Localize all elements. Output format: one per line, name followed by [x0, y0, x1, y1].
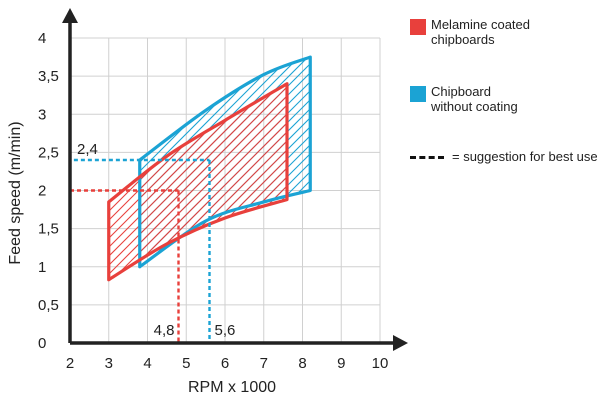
- y-tick-5: 2,5: [38, 144, 59, 161]
- y-tick-2: 1: [38, 259, 46, 276]
- hatch-line-melamine: [108, 83, 287, 280]
- hatch-line-melamine: [108, 83, 287, 280]
- y-tick-0: 0: [38, 335, 46, 352]
- suggestion-guides: 4,8 5,6 2,4: [70, 141, 235, 343]
- legend-label-chipboard: Chipboard without coating: [431, 84, 518, 114]
- y-axis-arrow: [62, 8, 78, 23]
- x-tick-5: 5: [182, 355, 190, 372]
- y-tick-8: 4: [38, 30, 46, 47]
- hatch-line-melamine: [108, 83, 287, 280]
- y-tick-3: 1,5: [38, 221, 59, 238]
- legend-swatch-chipboard: [410, 86, 426, 102]
- x-axis-title: RPM x 1000: [188, 379, 276, 396]
- x-tick-6: 6: [221, 355, 229, 372]
- hatch-line-melamine: [108, 83, 287, 280]
- hatch-line-melamine: [112, 83, 287, 280]
- y-tick-7: 3,5: [38, 68, 59, 85]
- hatch-line-melamine: [108, 83, 287, 280]
- legend-item-chipboard: Chipboard without coating: [410, 84, 518, 114]
- hatch-line-chipboard: [0, 20, 3, 360]
- x-tick-7: 7: [260, 355, 268, 372]
- legend-item-melamine: Melamine coated chipboards: [410, 17, 530, 47]
- legend-swatch-melamine: [410, 19, 426, 35]
- x-tick-2: 2: [66, 355, 74, 372]
- region-outline-chipboard: [138, 55, 312, 269]
- hatch-line-melamine: [108, 83, 287, 280]
- suggestion-y-label-chipboard: 2,4: [77, 141, 98, 158]
- hatch-line-melamine: [108, 83, 287, 280]
- legend: Melamine coated chipboards Chipboard wit…: [410, 0, 616, 200]
- suggestion-x-label-chipboard: 5,6: [215, 322, 236, 339]
- grid: [70, 37, 381, 343]
- x-tick-9: 9: [337, 355, 345, 372]
- x-tick-4: 4: [143, 355, 151, 372]
- x-tick-10: 10: [372, 355, 389, 372]
- hatch-line-melamine: [108, 83, 287, 280]
- hatch-line-melamine: [108, 83, 287, 280]
- axes: [62, 8, 408, 351]
- x-axis-arrow: [393, 335, 408, 351]
- legend-item-suggestion: = suggestion for best use: [410, 149, 598, 164]
- y-tick-4: 2: [38, 183, 46, 200]
- region-outline-melamine: [107, 82, 289, 282]
- legend-label-suggestion: = suggestion for best use: [452, 149, 598, 164]
- y-tick-1: 0,5: [38, 297, 59, 314]
- hatch-line-chipboard: [139, 57, 311, 267]
- legend-dash-swatch: [410, 156, 444, 159]
- legend-label-melamine: Melamine coated chipboards: [431, 17, 530, 47]
- y-axis-title: Feed speed (m/min): [7, 121, 24, 264]
- tick-labels: 2 3 4 5 6 7 8 9 10 0 0,5 1 1,5 2 2,5 3 3,5 4: [38, 30, 388, 372]
- hatch-line-melamine: [108, 83, 287, 280]
- y-tick-6: 3: [38, 106, 46, 123]
- suggestion-x-label-melamine: 4,8: [154, 322, 175, 339]
- hatch-line-melamine: [108, 83, 287, 280]
- x-tick-3: 3: [105, 355, 113, 372]
- hatch-line-chipboard: [139, 57, 311, 267]
- hatch-line-melamine: [0, 20, 3, 360]
- x-tick-8: 8: [298, 355, 306, 372]
- hatch-line-melamine: [108, 83, 287, 280]
